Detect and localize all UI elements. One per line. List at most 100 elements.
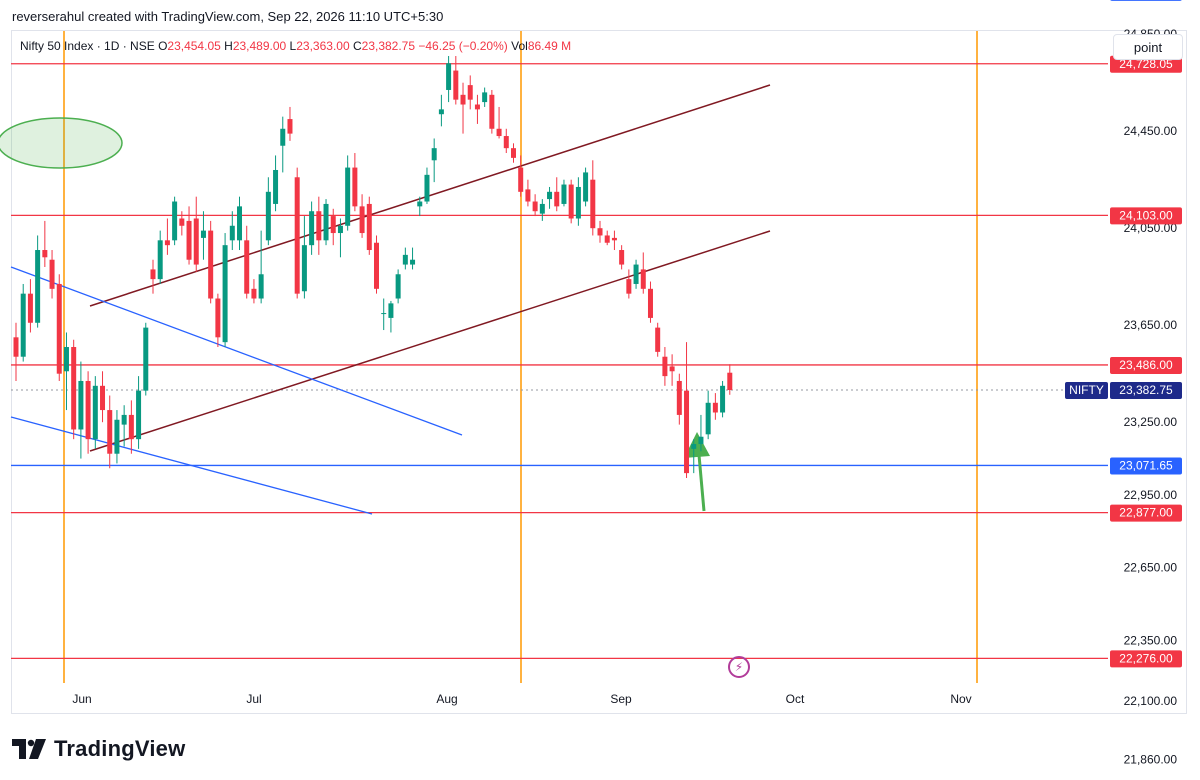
candle-body — [164, 240, 170, 246]
candle-body — [330, 216, 336, 234]
level-tag-bg — [1110, 650, 1182, 668]
candle-body — [229, 225, 235, 241]
candle — [561, 179, 567, 207]
candle-body — [150, 269, 156, 280]
candle — [128, 400, 134, 454]
candle-body — [626, 279, 632, 294]
candle-body — [727, 372, 733, 390]
candle — [554, 177, 560, 212]
candle-body — [698, 436, 704, 445]
candle — [20, 283, 26, 362]
candle-body — [208, 230, 214, 299]
tv-logo-icon — [12, 739, 46, 759]
candle-body — [438, 109, 444, 115]
chart-frame — [11, 30, 1187, 714]
candle-body — [590, 179, 596, 229]
candle — [597, 220, 603, 243]
candle — [258, 230, 264, 304]
lightning-icon[interactable]: ⚡ — [728, 656, 750, 678]
low-key: L — [289, 39, 297, 53]
symbol-tag-label: NIFTY — [1069, 383, 1104, 397]
symbol-tag: NIFTY — [1065, 382, 1108, 399]
level-tag-label: 24,728.05 — [1119, 57, 1173, 71]
candle — [244, 225, 250, 299]
candle — [467, 75, 473, 110]
candle — [669, 354, 675, 386]
candle-body — [251, 288, 257, 299]
candle — [655, 322, 661, 357]
level-price-tag: 24,103.00 — [1110, 207, 1182, 225]
candle — [374, 235, 379, 294]
candle — [287, 106, 293, 141]
candle-body — [417, 201, 423, 207]
candle-body — [669, 366, 675, 372]
candle — [143, 322, 149, 396]
candle — [193, 196, 199, 272]
level-tag-label: 22,877.00 — [1119, 506, 1173, 520]
candle-body — [633, 264, 639, 284]
candle — [280, 116, 286, 173]
candle-body — [352, 167, 358, 207]
level-tag-bg — [1110, 457, 1182, 475]
x-tick-label: Sep — [610, 692, 632, 706]
candle — [150, 259, 156, 294]
candle-body — [554, 191, 560, 207]
y-tick-label: 22,350.00 — [1124, 633, 1178, 647]
candle — [438, 94, 444, 127]
candle — [251, 279, 257, 304]
candle — [172, 196, 178, 246]
candle — [424, 167, 430, 204]
candle-body — [280, 128, 286, 146]
candle — [619, 245, 625, 270]
y-axis: 25,500.0025,250.0024,850.0024,450.0024,0… — [1124, 27, 1178, 766]
x-tick-label: Oct — [786, 692, 805, 706]
candles — [13, 56, 733, 478]
candle — [460, 82, 466, 134]
candle-body — [684, 390, 690, 474]
green-zone-ellipse — [0, 117, 123, 169]
candle-body — [294, 177, 300, 294]
arrow-shaft — [697, 454, 706, 512]
level-tag-bg — [1110, 0, 1182, 1]
blue-trend-line-1 — [10, 266, 463, 436]
scale-mode-button[interactable]: point — [1113, 34, 1183, 60]
y-tick-label: 24,450.00 — [1124, 124, 1178, 138]
candle-body — [712, 402, 718, 413]
candle-body — [157, 240, 163, 280]
candle — [345, 155, 351, 231]
level-tag-label: 22,276.00 — [1119, 651, 1173, 665]
candle-body — [309, 211, 315, 246]
candle-body — [172, 201, 178, 241]
candle — [121, 405, 127, 447]
candle-body — [85, 380, 91, 440]
tradingview-logo: TradingView — [12, 736, 185, 762]
last-price-tag-bg — [1110, 382, 1182, 399]
level-price-tag: 25,024.70 — [1110, 0, 1182, 1]
candle-body — [273, 169, 279, 204]
candle — [273, 155, 279, 212]
candle-body — [575, 186, 581, 219]
candle — [330, 208, 336, 246]
candle — [388, 300, 394, 333]
candle — [164, 218, 170, 255]
open-value: 23,454.05 — [167, 39, 221, 53]
y-tick-label: 24,050.00 — [1124, 221, 1178, 235]
y-tick-label: 22,950.00 — [1124, 488, 1178, 502]
candle — [215, 293, 221, 348]
candle — [85, 371, 91, 454]
candle — [100, 371, 106, 423]
candle-body — [78, 380, 84, 430]
horizontal-levels — [11, 63, 1108, 660]
candle — [453, 56, 459, 105]
candle — [78, 361, 84, 459]
time-marker-lines — [63, 31, 978, 683]
candle — [337, 218, 343, 258]
level-tag-label: 24,103.00 — [1119, 208, 1173, 222]
candle — [446, 56, 452, 103]
candle-body — [244, 240, 250, 294]
level-tag-bg — [1110, 55, 1182, 73]
candle-body — [121, 414, 127, 425]
candle-body — [323, 203, 329, 241]
attribution-header: reverserahul created with TradingView.co… — [12, 9, 444, 24]
